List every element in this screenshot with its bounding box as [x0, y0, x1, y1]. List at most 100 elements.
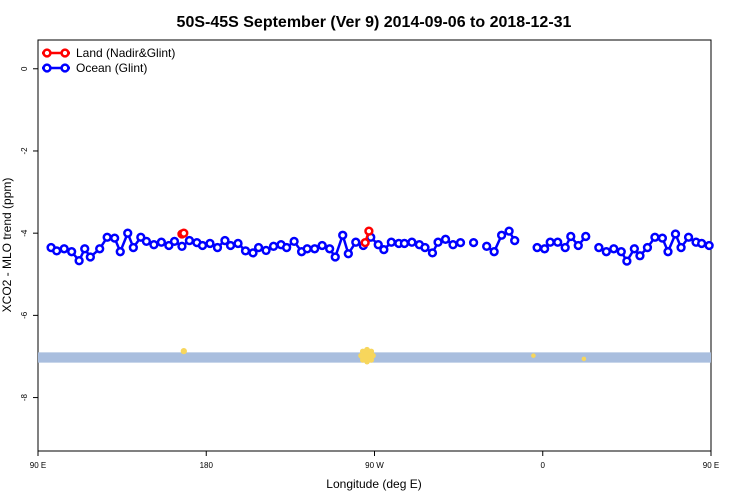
ocean-point — [220, 235, 230, 246]
ocean-point — [566, 231, 576, 242]
ocean-point — [489, 247, 499, 257]
y-tick-label: -6 — [20, 311, 29, 319]
ocean-point — [532, 242, 542, 253]
ocean-point — [338, 230, 348, 240]
land-point — [179, 228, 189, 238]
chart-title: 50S-45S September (Ver 9) 2014-09-06 to … — [177, 14, 572, 31]
ocean-point — [539, 244, 550, 254]
legend: Land (Nadir&Glint)Ocean (Glint) — [42, 46, 175, 75]
y-axis: 0 -2 -4 -6 -8 — [20, 66, 38, 401]
ocean-point — [240, 246, 251, 256]
y-axis-label: XCO2 - MLO trend (ppm) — [0, 178, 14, 313]
ocean-point — [74, 256, 84, 266]
x-tick-label: 180 — [200, 461, 214, 470]
ocean-point — [281, 242, 292, 253]
ocean-point — [676, 242, 686, 253]
ocean-point — [330, 252, 340, 262]
ocean-point — [128, 242, 138, 253]
ocean-point — [85, 252, 95, 262]
ocean-point — [212, 242, 223, 253]
band-marker — [180, 348, 187, 355]
ocean-point — [683, 232, 694, 242]
ocean-point — [373, 240, 383, 250]
y-tick-label: -2 — [20, 147, 29, 155]
ocean-point — [642, 242, 653, 253]
x-axis: 90 E 180 90 W 0 90 E — [30, 451, 719, 470]
ocean-point — [704, 240, 714, 251]
ocean-point — [268, 241, 279, 251]
ocean-point — [324, 244, 335, 254]
ocean-point — [95, 244, 105, 254]
ocean-point — [433, 237, 443, 247]
ocean-point — [197, 240, 208, 251]
x-axis-label: Longitude (deg E) — [326, 477, 421, 491]
ocean-point — [52, 246, 62, 256]
ocean-point — [609, 244, 619, 254]
ocean-point — [343, 249, 353, 259]
ocean-point — [697, 238, 707, 249]
ocean-point — [123, 228, 133, 238]
x-tick-label: 90 W — [365, 461, 384, 470]
ocean-point — [560, 242, 570, 253]
legend-swatch-marker — [60, 48, 70, 58]
ocean-point — [399, 238, 410, 249]
band-markers-layer — [180, 346, 587, 365]
x-tick-label: 90 E — [30, 461, 46, 470]
ocean-point — [663, 247, 673, 257]
ocean-point — [635, 251, 645, 261]
ocean-point — [115, 247, 125, 257]
ocean-point — [650, 232, 660, 242]
ocean-point — [616, 247, 626, 257]
ocean-point — [468, 237, 479, 248]
ocean-point — [149, 240, 159, 250]
ocean-point — [379, 244, 389, 255]
legend-label: Land (Nadir&Glint) — [76, 46, 175, 60]
legend-label: Ocean (Glint) — [76, 61, 147, 75]
ocean-point — [184, 235, 195, 246]
ocean-point — [102, 232, 112, 242]
ocean-point — [261, 245, 271, 256]
ocean-point — [601, 247, 611, 257]
ocean-point — [440, 234, 451, 244]
ocean-point — [289, 236, 299, 247]
ocean-point — [496, 230, 507, 240]
ocean-point — [156, 237, 167, 247]
ocean-point — [80, 244, 90, 254]
ocean-point — [59, 244, 69, 254]
ocean-point — [504, 226, 514, 236]
ocean-point — [205, 238, 215, 249]
ocean-point — [310, 244, 320, 254]
ocean-point — [177, 241, 187, 251]
ocean-point — [225, 240, 236, 251]
ocean-point — [573, 240, 583, 251]
ocean-point — [248, 248, 258, 258]
ocean-point — [302, 244, 312, 254]
x-tick-label: 90 E — [703, 461, 719, 470]
y-tick-label: 0 — [20, 66, 29, 71]
ocean-point — [545, 237, 555, 247]
ocean-point — [581, 231, 591, 242]
ocean-point — [141, 236, 152, 247]
ocean-point — [109, 233, 120, 243]
series-ocean — [46, 226, 714, 266]
ocean-point — [420, 242, 430, 253]
ocean-point — [351, 237, 361, 247]
ocean-point — [407, 237, 417, 247]
ocean-point — [169, 236, 180, 247]
band-marker — [531, 353, 536, 358]
ocean-point — [629, 244, 640, 254]
land-point — [360, 237, 370, 248]
ocean-point — [67, 247, 77, 257]
y-tick-label: -4 — [20, 229, 29, 237]
band-marker — [581, 356, 587, 362]
legend-swatch-marker — [42, 63, 52, 73]
ocean-point — [455, 237, 466, 248]
x-tick-label: 0 — [541, 461, 546, 470]
ocean-point — [448, 240, 458, 250]
ocean-point — [317, 240, 327, 251]
ocean-point — [553, 237, 563, 247]
ocean-point — [670, 229, 681, 239]
y-tick-label: -8 — [20, 393, 29, 401]
ocean-point — [253, 242, 264, 253]
